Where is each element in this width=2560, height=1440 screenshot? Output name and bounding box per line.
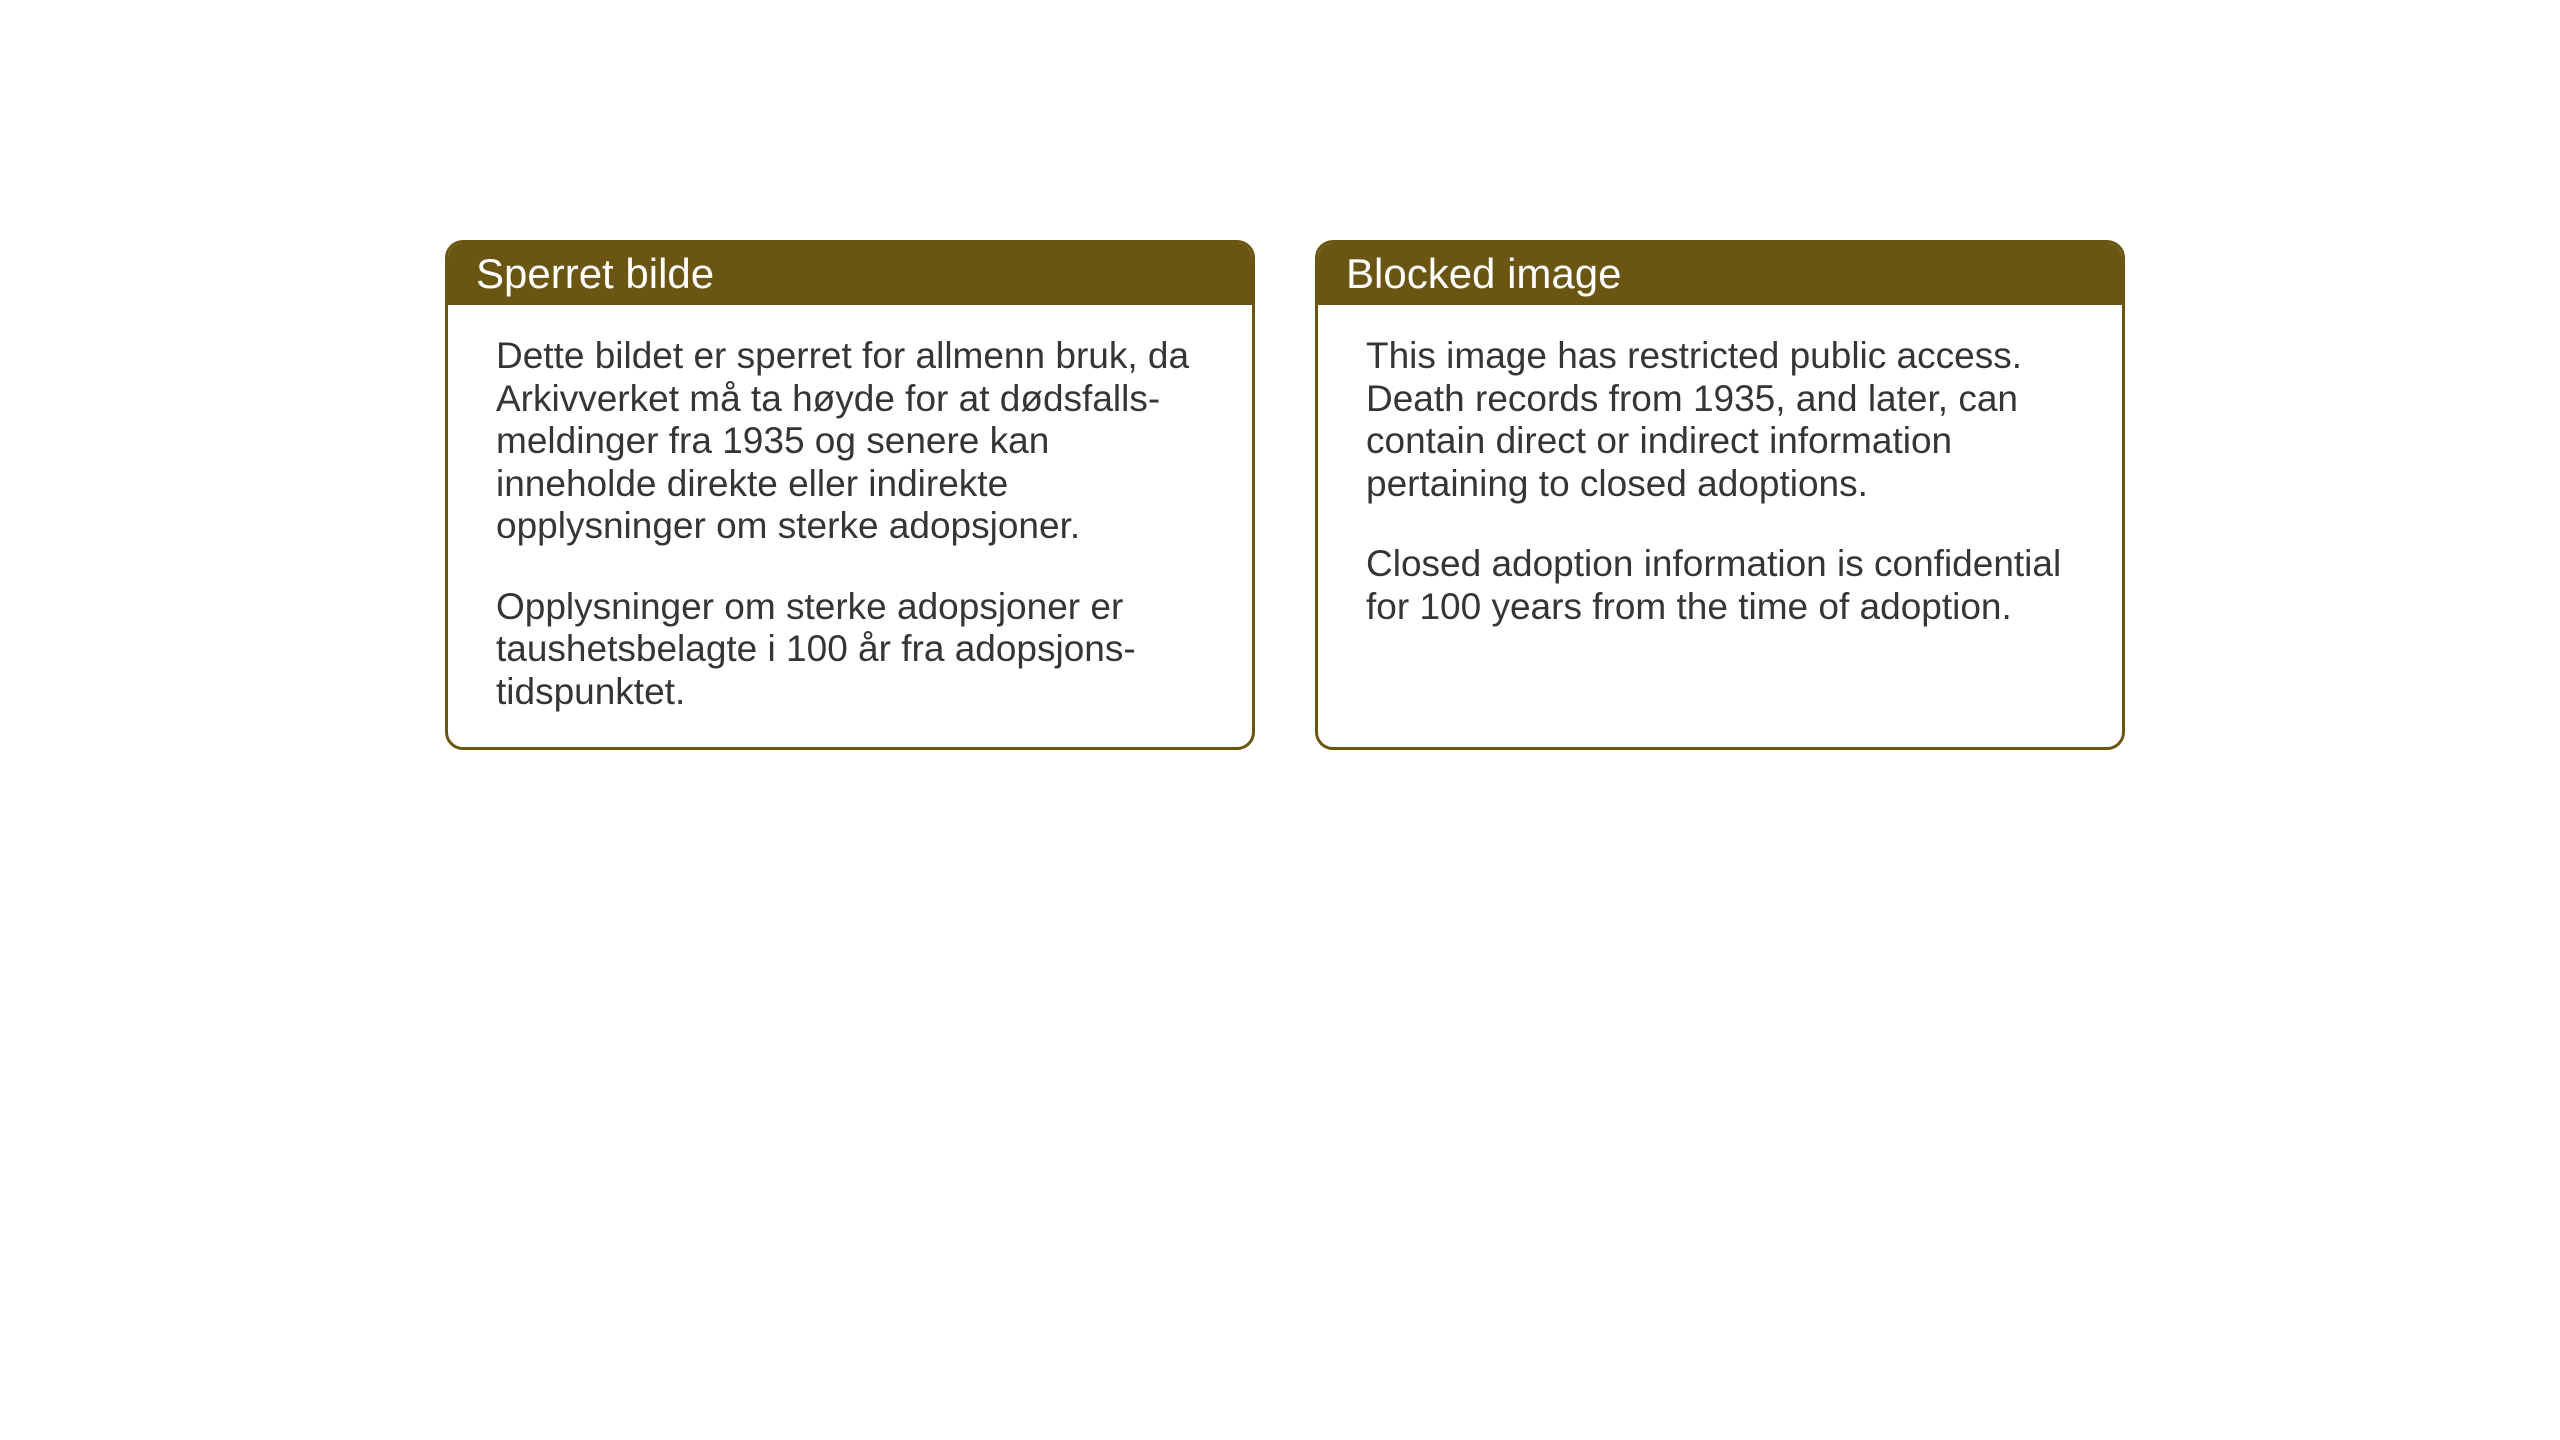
- norwegian-paragraph-2: Opplysninger om sterke adopsjoner er tau…: [496, 586, 1204, 714]
- norwegian-card-body: Dette bildet er sperret for allmenn bruk…: [448, 305, 1252, 743]
- norwegian-card-title: Sperret bilde: [448, 243, 1252, 305]
- norwegian-notice-card: Sperret bilde Dette bildet er sperret fo…: [445, 240, 1255, 750]
- english-paragraph-1: This image has restricted public access.…: [1366, 335, 2074, 505]
- english-notice-card: Blocked image This image has restricted …: [1315, 240, 2125, 750]
- english-card-title: Blocked image: [1318, 243, 2122, 305]
- notice-container: Sperret bilde Dette bildet er sperret fo…: [0, 0, 2560, 750]
- english-paragraph-2: Closed adoption information is confident…: [1366, 543, 2074, 628]
- english-card-body: This image has restricted public access.…: [1318, 305, 2122, 658]
- norwegian-paragraph-1: Dette bildet er sperret for allmenn bruk…: [496, 335, 1204, 548]
